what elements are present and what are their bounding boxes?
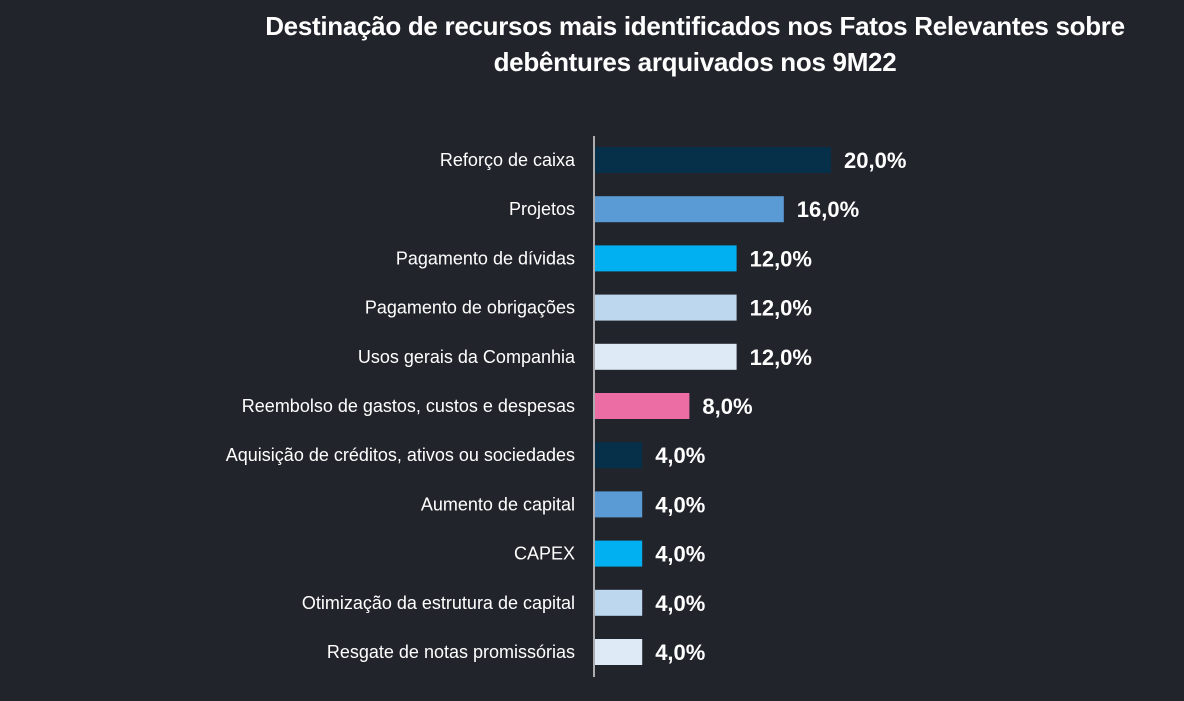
chart-title: Destinação de recursos mais identificado… bbox=[150, 8, 1184, 80]
data-label: 4,0% bbox=[655, 640, 705, 665]
bar bbox=[595, 540, 643, 567]
category-label: Aquisição de créditos, ativos ou socieda… bbox=[226, 445, 575, 465]
bar bbox=[595, 639, 643, 665]
bar bbox=[595, 294, 737, 321]
data-label: 8,0% bbox=[702, 394, 752, 419]
category-label: CAPEX bbox=[514, 544, 575, 564]
category-label: Reforço de caixa bbox=[440, 150, 576, 170]
data-label: 4,0% bbox=[655, 443, 705, 468]
data-label: 4,0% bbox=[655, 591, 705, 616]
category-label: Otimização da estrutura de capital bbox=[302, 593, 575, 613]
bar bbox=[595, 147, 831, 173]
data-label: 4,0% bbox=[655, 542, 705, 567]
category-label: Projetos bbox=[509, 199, 575, 219]
data-label: 12,0% bbox=[750, 345, 812, 370]
data-label: 12,0% bbox=[750, 296, 812, 321]
data-label: 20,0% bbox=[844, 148, 906, 173]
bar bbox=[595, 491, 643, 518]
bar bbox=[595, 196, 784, 223]
bar bbox=[595, 245, 737, 272]
category-label: Aumento de capital bbox=[421, 494, 575, 514]
data-label: 4,0% bbox=[655, 492, 705, 517]
bar bbox=[595, 343, 737, 370]
category-label: Pagamento de dívidas bbox=[396, 248, 575, 268]
bar bbox=[595, 442, 643, 469]
data-label: 16,0% bbox=[797, 197, 859, 222]
category-label: Usos gerais da Companhia bbox=[358, 347, 576, 367]
category-label: Reembolso de gastos, custos e despesas bbox=[242, 396, 575, 416]
chart-title-line-1: Destinação de recursos mais identificado… bbox=[265, 11, 1125, 41]
bar bbox=[595, 589, 643, 616]
data-label: 12,0% bbox=[750, 246, 812, 271]
category-label: Resgate de notas promissórias bbox=[327, 642, 575, 662]
chart-title-line-2: debêntures arquivados nos 9M22 bbox=[493, 47, 897, 77]
bar bbox=[595, 393, 690, 419]
category-label: Pagamento de obrigações bbox=[365, 298, 575, 318]
